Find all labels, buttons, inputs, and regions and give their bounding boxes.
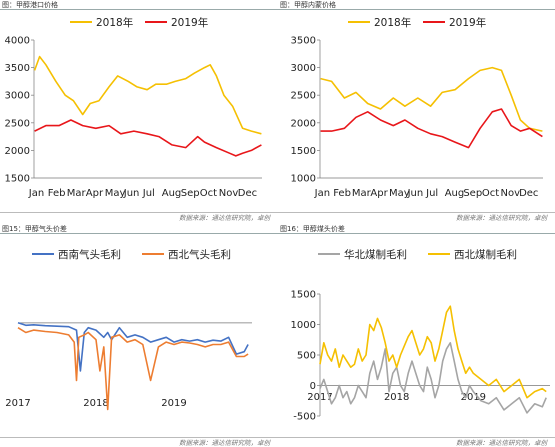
series-line (319, 342, 547, 414)
line-chart: 华北煤制毛利 西北煤制毛利 -500 0 500 1000 1500 2017 2018 2019 (291, 248, 550, 423)
series-line (320, 66, 543, 132)
legend-label: 2019年 (449, 16, 486, 29)
x-tick-label: Apr (370, 188, 388, 199)
x-tick-label: Nov (219, 188, 239, 199)
chart-panel-4: 图16：甲醇煤头价差 华北煤制毛利 西北煤制毛利 -500 0 500 1000 1500 2… (278, 224, 555, 447)
x-tick-label: 2017 (307, 392, 332, 403)
x-tick-label: Feb (333, 188, 351, 199)
x-tick-label: 2019 (461, 392, 486, 403)
panel-rule (0, 233, 278, 234)
x-tick-label: Oct (200, 188, 217, 199)
source-note: 数据来源：通达信研究院，卓创 (179, 439, 270, 447)
y-tick-label: 2500 (291, 91, 316, 102)
y-tick-label: 0 (310, 381, 316, 392)
line-chart: 西南气头毛利 西北气头毛利 2017 2018 2019 (5, 248, 252, 411)
x-tick-label: Jun (123, 188, 140, 199)
legend-label: 2018年 (96, 16, 133, 29)
y-tick-label: 500 (297, 351, 316, 362)
x-tick-label: Jul (142, 188, 155, 199)
panel-title: 图：甲醇内蒙价格 (280, 1, 336, 9)
panel-footer-rule (278, 212, 555, 213)
panel-rule (0, 9, 278, 10)
panel-title: 图15：甲醇气头价差 (2, 225, 67, 233)
y-tick-label: 1500 (291, 146, 316, 157)
y-tick-label: 3500 (291, 36, 316, 47)
series-line (319, 305, 547, 399)
panel-footer-rule (0, 437, 278, 438)
x-tick-label: 2017 (5, 398, 30, 409)
y-tick-label: 3000 (5, 91, 30, 102)
panel-title: 图16：甲醇煤头价差 (280, 225, 345, 233)
legend-label: 西南气头毛利 (58, 248, 121, 261)
x-tick-label: Apr (86, 188, 104, 199)
x-tick-label: Mar (352, 188, 372, 199)
x-tick-label: Feb (48, 188, 66, 199)
y-tick-label: 1000 (291, 320, 316, 331)
series-line (34, 119, 262, 157)
y-tick-label: 1000 (291, 174, 316, 185)
x-tick-label: 2018 (83, 398, 108, 409)
legend-label: 西北煤制毛利 (454, 248, 517, 261)
y-tick-label: 3000 (291, 63, 316, 74)
x-tick-label: Aug (445, 188, 465, 199)
y-tick-label: -500 (293, 412, 316, 423)
legend-label: 华北煤制毛利 (344, 248, 407, 261)
legend-label: 2018年 (374, 16, 411, 29)
series-line (320, 108, 543, 149)
y-tick-label: 2000 (5, 146, 30, 157)
x-tick-label: May (105, 188, 126, 199)
line-chart: 2018年 2019年 1000 1500 2000 2500 3000 3500 Jan Feb… (291, 16, 543, 199)
legend-label: 2019年 (171, 16, 208, 29)
panel-rule (278, 233, 555, 234)
source-note: 数据来源：通达信研究院，卓创 (179, 214, 270, 222)
x-tick-label: 2019 (161, 398, 186, 409)
panel-rule (278, 9, 555, 10)
x-tick-label: May (389, 188, 410, 199)
line-chart: 2018年 2019年 1500 2000 2500 3000 3500 4000 Jan Feb… (5, 16, 262, 199)
panel-footer-rule (0, 212, 278, 213)
series-line (17, 327, 249, 411)
y-tick-label: 2000 (291, 118, 316, 129)
x-tick-label: Jan (28, 188, 44, 199)
legend-label: 西北气头毛利 (168, 248, 231, 261)
y-tick-label: 1500 (291, 290, 316, 301)
x-tick-label: Mar (67, 188, 87, 199)
chart-panel-3: 图15：甲醇气头价差 西南气头毛利 西北气头毛利 2017 2018 2019 数据来源… (0, 224, 278, 447)
panel-footer-rule (278, 437, 555, 438)
x-tick-label: Sep (463, 188, 482, 199)
series-line (17, 322, 249, 372)
series-line (33, 55, 262, 135)
y-tick-label: 2500 (5, 118, 30, 129)
y-tick-label: 1500 (5, 174, 30, 185)
x-tick-label: Nov (500, 188, 520, 199)
x-tick-label: 2018 (384, 392, 409, 403)
x-tick-label: Jul (425, 188, 438, 199)
x-tick-label: Jan (314, 188, 330, 199)
x-tick-label: Sep (181, 188, 200, 199)
x-tick-label: Aug (162, 188, 182, 199)
source-note: 数据来源：通达信研究院，卓创 (456, 214, 547, 222)
chart-panel-1: 图：甲醇港口价格 2018年 2019年 1500 2000 2500 3000 3500 4… (0, 0, 278, 222)
source-note: 数据来源：通达信研究院，卓创 (456, 439, 547, 447)
x-tick-label: Oct (482, 188, 499, 199)
x-tick-label: Dec (519, 188, 538, 199)
x-tick-label: Jun (407, 188, 424, 199)
panel-title: 图：甲醇港口价格 (2, 1, 58, 9)
x-tick-label: Dec (238, 188, 257, 199)
y-tick-label: 3500 (5, 63, 30, 74)
chart-panel-2: 图：甲醇内蒙价格 2018年 2019年 1000 1500 2000 2500 3000 3… (278, 0, 555, 222)
y-tick-label: 4000 (5, 36, 30, 47)
